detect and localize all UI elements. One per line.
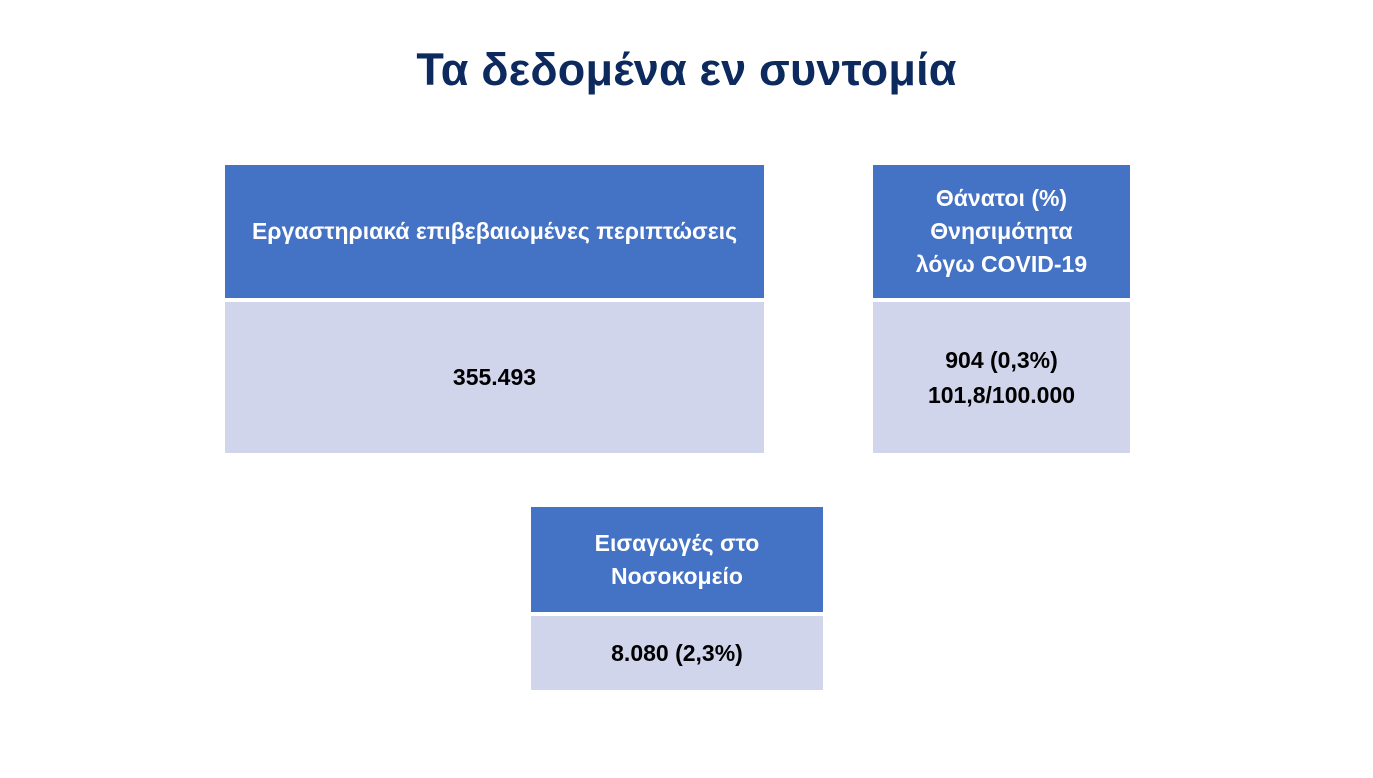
card-header: Εργαστηριακά επιβεβαιωμένες περιπτώσεις [225, 165, 764, 298]
deaths-value: 904 (0,3%) [945, 346, 1058, 373]
hospital-admissions-label-line1: Εισαγωγές στο [594, 529, 760, 556]
card-value-box: 904 (0,3%) 101,8/100.000 [873, 298, 1130, 453]
hospital-admissions-label-line2: Νοσοκομείο [611, 562, 743, 589]
mortality-label: Θνησιμότητα [930, 218, 1073, 244]
confirmed-cases-label: Εργαστηριακά επιβεβαιωμένες περιπτώσεις [251, 218, 738, 244]
deaths-label: Θάνατοι (%) [935, 185, 1068, 211]
card-deaths: Θάνατοι (%) Θνησιμότητα λόγω COVID-19 90… [873, 165, 1130, 453]
card-value-box: 8.080 (2,3%) [531, 612, 823, 690]
card-header: Θάνατοι (%) Θνησιμότητα λόγω COVID-19 [873, 165, 1130, 298]
card-header: Εισαγωγές στο Νοσοκομείο [531, 507, 823, 612]
mortality-cause-label: λόγω COVID-19 [915, 251, 1088, 277]
hospital-admissions-value: 8.080 (2,3%) [611, 639, 743, 666]
confirmed-cases-value: 355.493 [452, 364, 537, 390]
card-hospital-admissions: Εισαγωγές στο Νοσοκομείο 8.080 (2,3%) [531, 507, 823, 690]
card-confirmed-cases: Εργαστηριακά επιβεβαιωμένες περιπτώσεις … [225, 165, 764, 453]
mortality-rate-value: 101,8/100.000 [927, 381, 1076, 408]
page-title: Τα δεδομένα εν συντομία [416, 44, 957, 95]
card-value-box: 355.493 [225, 298, 764, 453]
